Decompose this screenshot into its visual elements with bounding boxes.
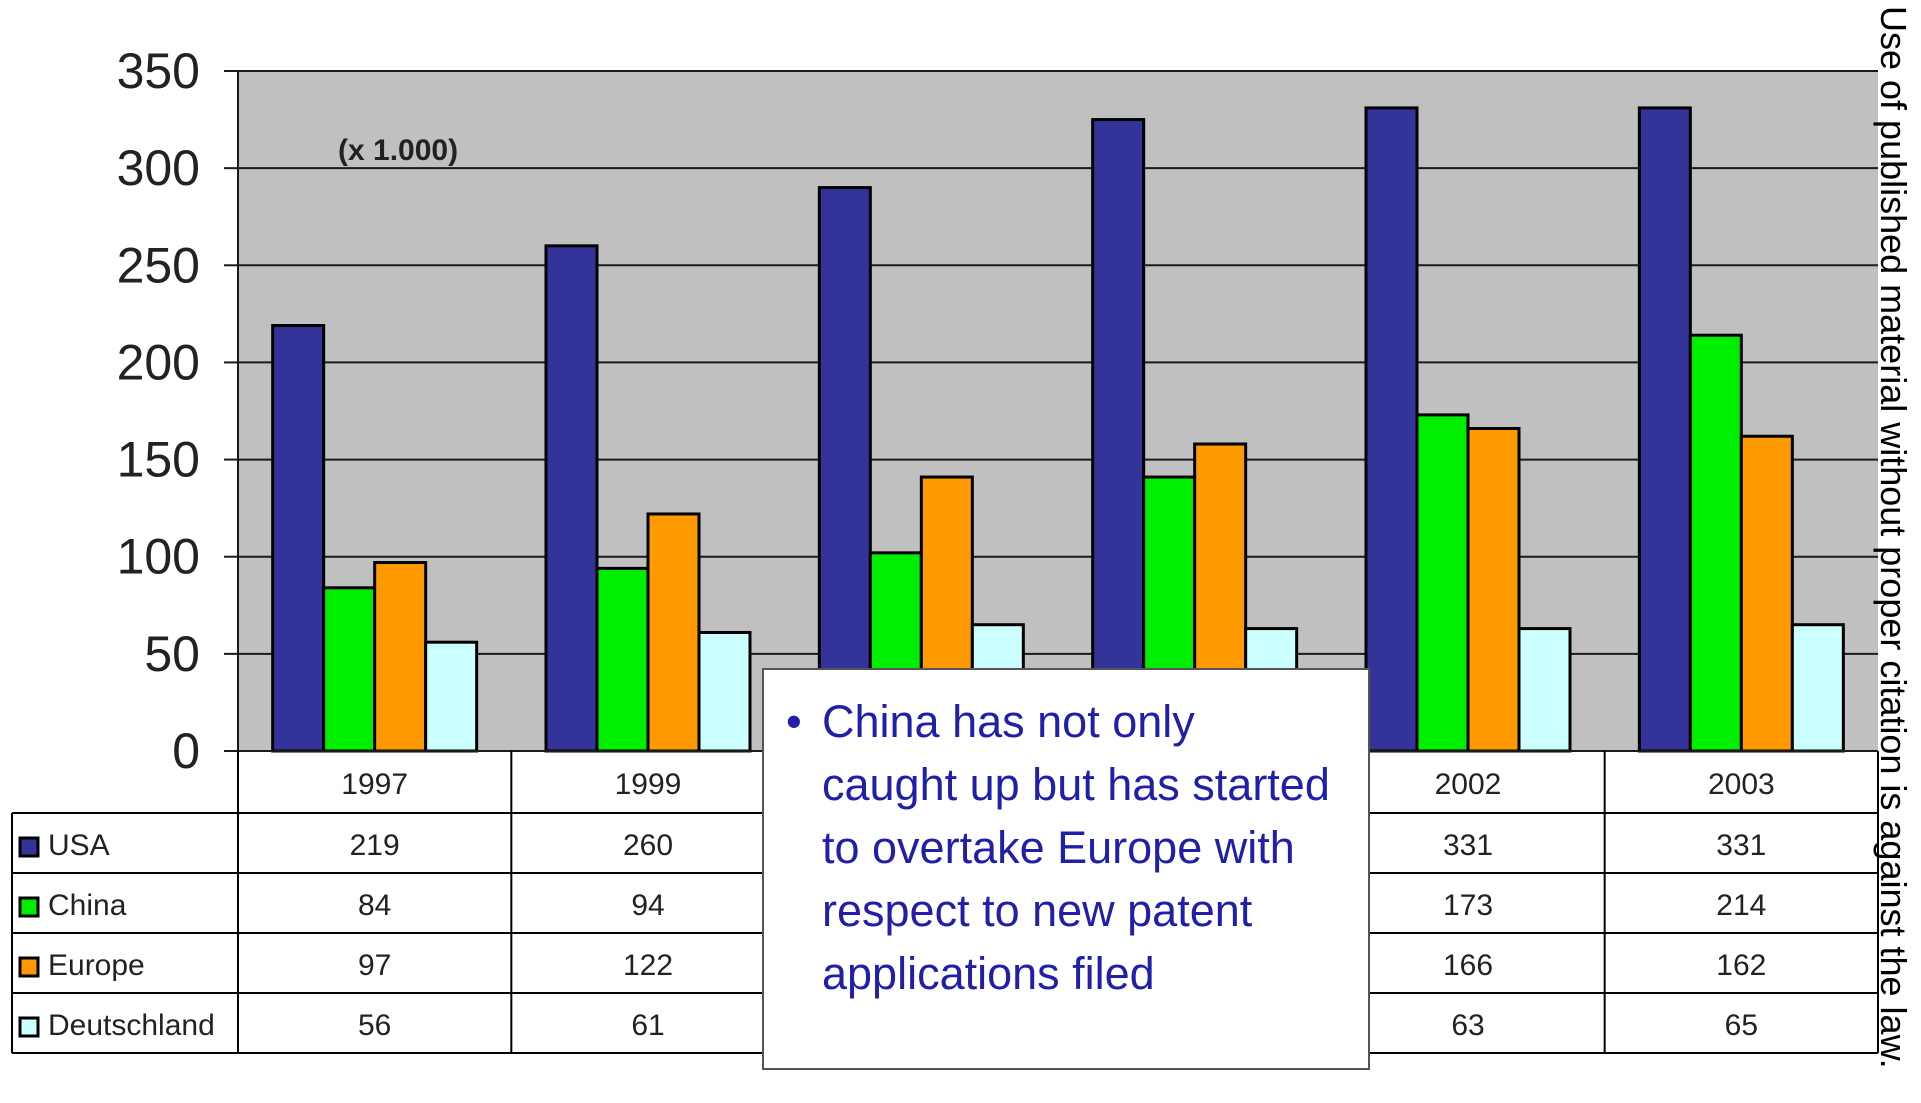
bar-china-5: [1688, 333, 1743, 753]
bar-china-1: [595, 566, 650, 753]
x-tick-label: 2003: [1708, 768, 1775, 801]
bar-europe-0: [373, 561, 428, 753]
bar-europe-4: [1466, 426, 1521, 753]
gridlines: [238, 70, 1878, 655]
bar-usa-4: [1364, 106, 1419, 753]
bar-china-0: [322, 586, 377, 753]
bar-deutschland-4: [1517, 627, 1572, 753]
table-cell: 173: [1443, 889, 1493, 922]
legend-swatch-usa: [18, 836, 40, 858]
x-tick-label: 2002: [1435, 768, 1502, 801]
side-note-text: Use of published material without proper…: [1873, 6, 1913, 1069]
legend-label-china: China: [48, 889, 127, 922]
bar-europe-5: [1739, 434, 1794, 753]
table-cell: 63: [1451, 1009, 1484, 1042]
legend-swatch-europe: [18, 956, 40, 978]
table-cell: 61: [631, 1009, 664, 1042]
table-cell: 260: [623, 829, 673, 862]
legend-label-deutschland: Deutschland: [48, 1009, 215, 1042]
plot-area: [238, 71, 1878, 751]
y-tick-label: 100: [117, 529, 200, 585]
y-tick-label: 150: [117, 432, 200, 488]
callout-bullet: •: [786, 696, 802, 747]
legend-label-europe: Europe: [48, 949, 145, 982]
table-cell: 122: [623, 949, 673, 982]
table-cell: 331: [1716, 829, 1766, 862]
table-cell: 214: [1716, 889, 1766, 922]
table-cell: 56: [358, 1009, 391, 1042]
x-tick-label: 1997: [341, 768, 408, 801]
legend-swatch-deutschland: [18, 1016, 40, 1038]
table-cell: 166: [1443, 949, 1493, 982]
table-cell: 331: [1443, 829, 1493, 862]
y-tick-label: 250: [117, 237, 200, 293]
bar-deutschland-5: [1790, 623, 1845, 753]
bar-china-4: [1415, 413, 1470, 753]
bar-usa-2: [817, 186, 872, 753]
table-cell: 94: [631, 889, 664, 922]
bar-deutschland-1: [697, 630, 752, 753]
callout-text: China has not only caught up but has sta…: [822, 696, 1330, 999]
legend-swatch-china: [18, 896, 40, 918]
y-tick-label: 350: [117, 43, 200, 99]
bar-deutschland-0: [424, 640, 479, 753]
y-tick-label: 300: [117, 140, 200, 196]
callout-box: • China has not only caught up but has s…: [762, 668, 1370, 1070]
y-tick-label: 200: [117, 334, 200, 390]
bar-usa-5: [1637, 106, 1692, 753]
legend-label-usa: USA: [48, 829, 110, 862]
table-cell: 97: [358, 949, 391, 982]
y-tick-label: 0: [172, 723, 200, 779]
x-tick-label: 1999: [615, 768, 682, 801]
bar-usa-0: [271, 324, 326, 753]
bar-europe-1: [646, 512, 701, 753]
y-tick-label: 50: [144, 626, 200, 682]
table-cell: 219: [350, 829, 400, 862]
table-cell: 65: [1725, 1009, 1758, 1042]
bar-usa-1: [544, 244, 599, 753]
bar-usa-3: [1091, 118, 1146, 753]
table-cell: 162: [1716, 949, 1766, 982]
table-cell: 84: [358, 889, 391, 922]
unit-note: (x 1.000): [338, 134, 458, 167]
side-note: Use of published material without proper…: [1873, 6, 1913, 1102]
